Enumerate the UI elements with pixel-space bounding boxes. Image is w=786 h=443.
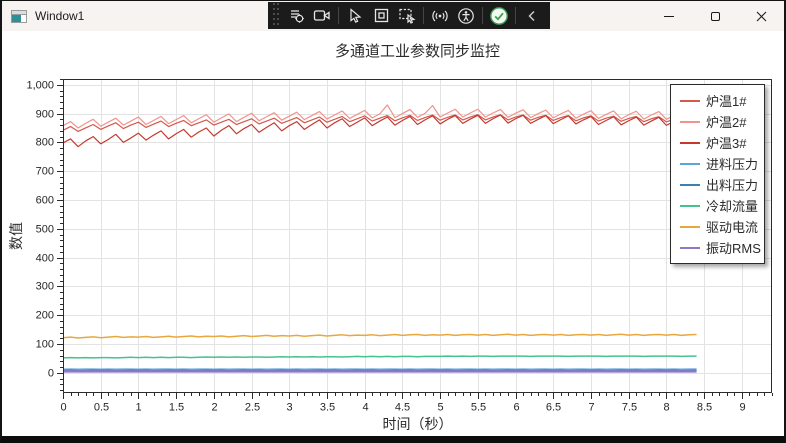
- window-title: Window1: [35, 9, 85, 23]
- minimize-icon: [664, 15, 674, 17]
- accessibility-button[interactable]: [453, 4, 479, 27]
- legend-item[interactable]: 炉温3#: [680, 132, 764, 153]
- close-icon: [756, 11, 766, 21]
- collapse-chevron-icon: [528, 10, 535, 21]
- toolbar-separator: [423, 7, 424, 24]
- capture-settings-icon: [290, 10, 304, 23]
- legend-swatch: [680, 99, 700, 102]
- legend-swatch: [680, 183, 700, 186]
- legend-swatch: [680, 246, 700, 249]
- legend-item[interactable]: 炉温1#: [680, 90, 764, 111]
- legend-label: 冷却流量: [706, 199, 759, 214]
- region-capture-button[interactable]: [394, 4, 420, 27]
- window-controls: [646, 1, 784, 31]
- legend-label: 振动RMS: [706, 241, 761, 256]
- legend-swatch: [680, 162, 700, 165]
- legend-label: 炉温3#: [706, 136, 747, 151]
- maximize-icon: [710, 11, 720, 21]
- video-camera-icon: [313, 10, 330, 21]
- window-capture-button[interactable]: [368, 4, 394, 27]
- close-button[interactable]: [738, 1, 784, 31]
- legend-swatch: [680, 120, 700, 123]
- x-axis-label: 时间（秒）: [382, 416, 453, 432]
- legend-item[interactable]: 炉温2#: [680, 111, 764, 132]
- legend-item[interactable]: 进料压力: [680, 153, 764, 174]
- broadcast-icon: [432, 10, 448, 21]
- legend-item[interactable]: 出料压力: [680, 174, 764, 195]
- legend: 炉温1# 炉温2# 炉温3# 进料压力出料压力冷却流量驱动电流振动RMS: [670, 84, 765, 264]
- window-capture-icon: [374, 8, 388, 23]
- broadcast-button[interactable]: [427, 4, 453, 27]
- chart-area: 多通道工业参数同步监控 时间（秒） 数值 炉温1# 炉温2# 炉温3# 进料压力出料压…: [2, 31, 784, 436]
- confirm-check-button[interactable]: [486, 4, 512, 27]
- minimize-button[interactable]: [646, 1, 692, 31]
- legend-label: 炉温2#: [706, 115, 747, 130]
- app-icon: [11, 9, 27, 23]
- region-capture-icon: [399, 8, 416, 24]
- toolbar-separator: [338, 7, 339, 24]
- chart-canvas[interactable]: [2, 31, 784, 436]
- confirm-check-icon: [490, 6, 508, 25]
- legend-label: 出料压力: [706, 178, 759, 193]
- pointer-select-icon: [349, 8, 361, 23]
- pointer-select-button[interactable]: [342, 4, 368, 27]
- grip-dots-icon[interactable]: [273, 3, 281, 28]
- maximize-button[interactable]: [692, 1, 738, 31]
- chart-title: 多通道工业参数同步监控: [334, 43, 500, 60]
- legend-item[interactable]: 驱动电流: [680, 216, 764, 237]
- legend-item[interactable]: 振动RMS: [680, 237, 764, 258]
- video-camera-button[interactable]: [309, 4, 335, 27]
- toolbar-separator: [515, 7, 516, 24]
- toolbar-separator: [482, 7, 483, 24]
- collapse-chevron-button[interactable]: [519, 4, 545, 27]
- accessibility-icon: [458, 7, 474, 24]
- legend-label: 驱动电流: [706, 220, 759, 235]
- capture-toolbar: [268, 2, 550, 29]
- capture-settings-button[interactable]: [283, 4, 309, 27]
- legend-swatch: [680, 204, 700, 207]
- legend-label: 炉温1#: [706, 94, 747, 109]
- y-axis-label: 数值: [8, 222, 24, 250]
- legend-item[interactable]: 冷却流量: [680, 195, 764, 216]
- legend-swatch: [680, 225, 700, 228]
- legend-swatch: [680, 141, 700, 144]
- legend-label: 进料压力: [706, 157, 759, 172]
